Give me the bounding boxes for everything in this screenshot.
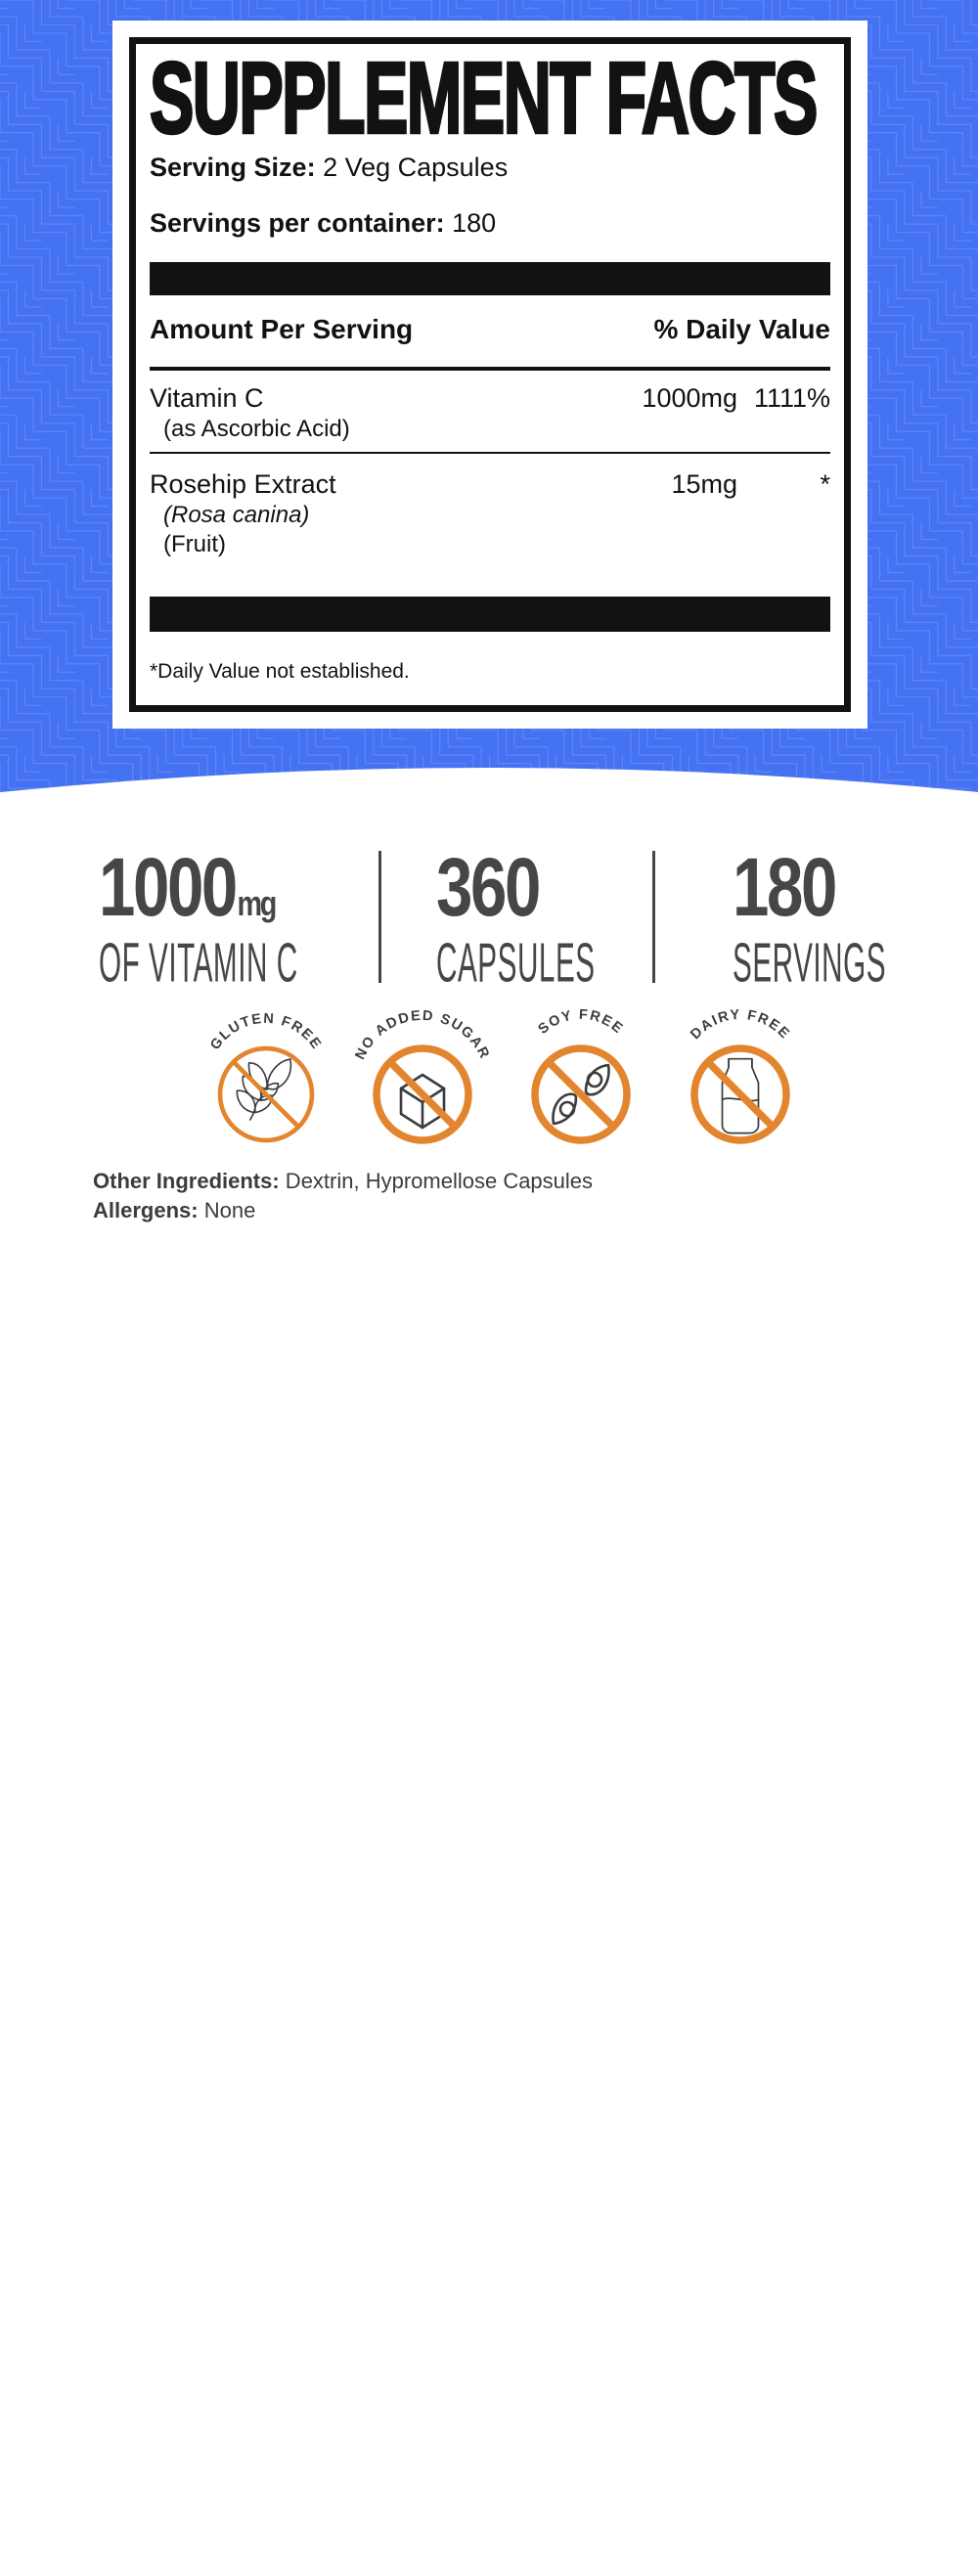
svg-text:SOY FREE: SOY FREE: [536, 1007, 627, 1038]
svg-text:DAIRY FREE: DAIRY FREE: [688, 1007, 793, 1043]
svg-text:NO ADDED SUGAR: NO ADDED SUGAR: [352, 1008, 492, 1062]
